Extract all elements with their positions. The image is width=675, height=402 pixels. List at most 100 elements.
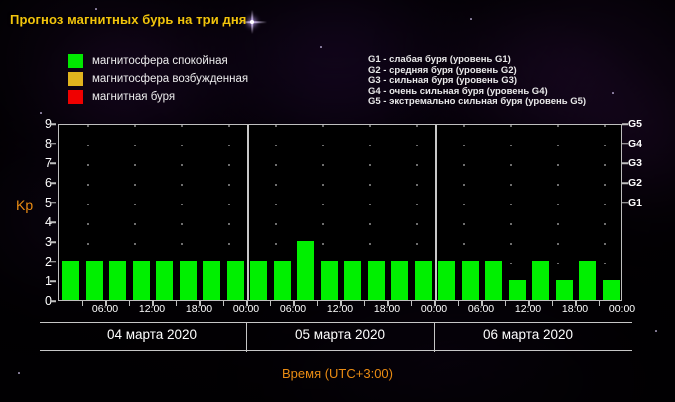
- x-axis-tick-label: 18:00: [185, 303, 213, 315]
- page-title: Прогноз магнитных бурь на три дня: [10, 12, 247, 27]
- bar: [156, 260, 174, 300]
- bar: [320, 260, 338, 300]
- bar: [85, 260, 103, 300]
- y-axis-tick-label: 8: [45, 136, 52, 151]
- legend-item-label: магнитосфера спокойная: [92, 55, 228, 67]
- bar: [250, 260, 268, 300]
- date-separator: [246, 322, 248, 352]
- y-axis-tick-label: 9: [45, 117, 52, 131]
- g-scale-legend-row: G3 - сильная буря (уровень G3): [368, 75, 518, 87]
- bar: [438, 260, 456, 300]
- g-scale-legend-row: G1 - слабая буря (уровень G1): [368, 54, 511, 65]
- bar: [273, 260, 291, 300]
- y-axis-tick-label: 6: [45, 176, 52, 190]
- y-axis-tick-mark: [50, 142, 56, 145]
- x-axis-tick-mark: [199, 301, 201, 306]
- bar: [532, 260, 550, 300]
- g-axis-tick-mark: [622, 201, 628, 204]
- x-axis-tick-mark: [175, 301, 177, 306]
- bar: [461, 260, 479, 300]
- y-axis-ticks: 0 1 2 3 4 5 6 7 8 9: [0, 117, 56, 308]
- x-axis-tick-mark: [387, 301, 389, 306]
- x-axis-tick-label: 12:00: [326, 303, 354, 315]
- y-axis-tick-mark: [50, 260, 56, 263]
- y-axis-tick-mark: [50, 162, 56, 165]
- x-axis-tick-label: 18:00: [561, 303, 589, 315]
- bar: [602, 280, 620, 300]
- x-axis-tick-mark: [528, 301, 530, 306]
- y-axis-tick-mark: [50, 201, 56, 204]
- legend-item: магнитосфера спокойная: [68, 52, 248, 70]
- x-axis-tick-label: 06:00: [91, 303, 119, 315]
- y-axis-tick-label: 4: [45, 215, 52, 230]
- x-axis-tick-label: 00:00: [232, 303, 260, 315]
- x-axis-tick-mark: [481, 301, 483, 306]
- x-axis-title: Время (UTC+3:00): [282, 366, 393, 381]
- x-axis-tick-label: 12:00: [514, 303, 542, 315]
- g-scale-legend: G1 - слабая буря (уровень G1) G2 - средня…: [368, 54, 587, 108]
- day-separator: [435, 125, 437, 300]
- g-axis-tick-mark: [622, 123, 628, 125]
- g-scale-legend-row: G2 - средняя буря (уровень G2): [368, 64, 517, 76]
- y-axis-tick-mark: [50, 280, 56, 283]
- y-axis-title: Kp: [16, 197, 34, 213]
- x-axis-tick-mark: [293, 301, 295, 306]
- y-axis-tick-mark: [50, 241, 56, 243]
- x-axis-tick-mark: [598, 301, 600, 306]
- y-axis-tick-label: 1: [45, 274, 52, 289]
- x-axis-tick-label: 18:00: [373, 303, 401, 315]
- g-axis-tick-label: G1: [628, 196, 643, 209]
- g-axis-tick-mark: [622, 142, 628, 145]
- x-axis-tick-mark: [363, 301, 365, 306]
- legend-item-label: магнитная буря: [92, 91, 176, 103]
- bar: [203, 260, 221, 300]
- date-band: 04 марта 2020 05 марта 2020 06 марта 2020: [40, 322, 632, 352]
- bar: [62, 260, 80, 300]
- y-axis-tick-mark: [50, 182, 56, 184]
- g-scale-legend-row: G4 - очень сильная буря (уровень G4): [368, 85, 548, 97]
- g-scale-axis-ticks: G1 G2 G3 G4 G5: [628, 118, 674, 301]
- day-separator: [247, 125, 249, 300]
- x-axis-tick-label: 06:00: [467, 303, 495, 315]
- g-scale-legend-row: G5 - экстремально сильная буря (уровень …: [368, 96, 587, 108]
- legend-color-swatch: [68, 72, 83, 86]
- x-axis-tick-label: 06:00: [279, 303, 307, 315]
- x-axis-tick-mark: [246, 301, 248, 306]
- date-label: 06 марта 2020: [482, 327, 574, 342]
- legend-item: магнитная буря: [68, 88, 248, 106]
- x-axis-tick-mark: [457, 301, 459, 306]
- x-axis-tick-mark: [128, 301, 130, 306]
- date-label: 05 марта 2020: [294, 327, 386, 342]
- legend-item-label: магнитосфера возбужденная: [92, 73, 249, 85]
- y-axis-tick-label: 2: [45, 254, 52, 269]
- legend-item: магнитосфера возбужденная: [68, 70, 248, 88]
- x-axis-tick-label: 00:00: [608, 303, 636, 315]
- bar: [297, 241, 315, 300]
- x-axis-tick-mark: [575, 301, 577, 306]
- x-axis-tick-mark: [410, 301, 412, 306]
- plot-area: [58, 124, 622, 301]
- bar: [485, 260, 503, 300]
- bar-series: [59, 125, 621, 300]
- x-axis-tick-mark: [551, 301, 553, 306]
- bar: [414, 260, 432, 300]
- x-axis-tick-mark: [504, 301, 506, 306]
- bar: [344, 260, 362, 300]
- g-axis-tick-label: G5: [628, 118, 643, 130]
- x-axis-tick-mark: [105, 301, 107, 306]
- x-axis-tick-mark: [81, 301, 83, 306]
- g-axis-tick-label: G3: [628, 157, 643, 170]
- date-separator: [434, 322, 436, 352]
- bar: [367, 260, 385, 300]
- x-axis-tick-label: 12:00: [138, 303, 166, 315]
- magnetosphere-legend: магнитосфера спокойная магнитосфера возбу…: [68, 52, 248, 106]
- bar: [226, 260, 244, 300]
- g-axis-tick-mark: [622, 162, 628, 165]
- bar: [579, 260, 597, 300]
- x-axis-time-labels: 06:00 12:00 18:00 00:00 06:00 12:00 18:00 00:00…: [0, 303, 675, 321]
- legend-color-swatch: [68, 90, 83, 104]
- y-axis-tick-label: 7: [45, 156, 52, 171]
- y-axis-tick-mark: [50, 300, 56, 302]
- bar: [179, 260, 197, 300]
- kp-index-chart: [58, 124, 622, 301]
